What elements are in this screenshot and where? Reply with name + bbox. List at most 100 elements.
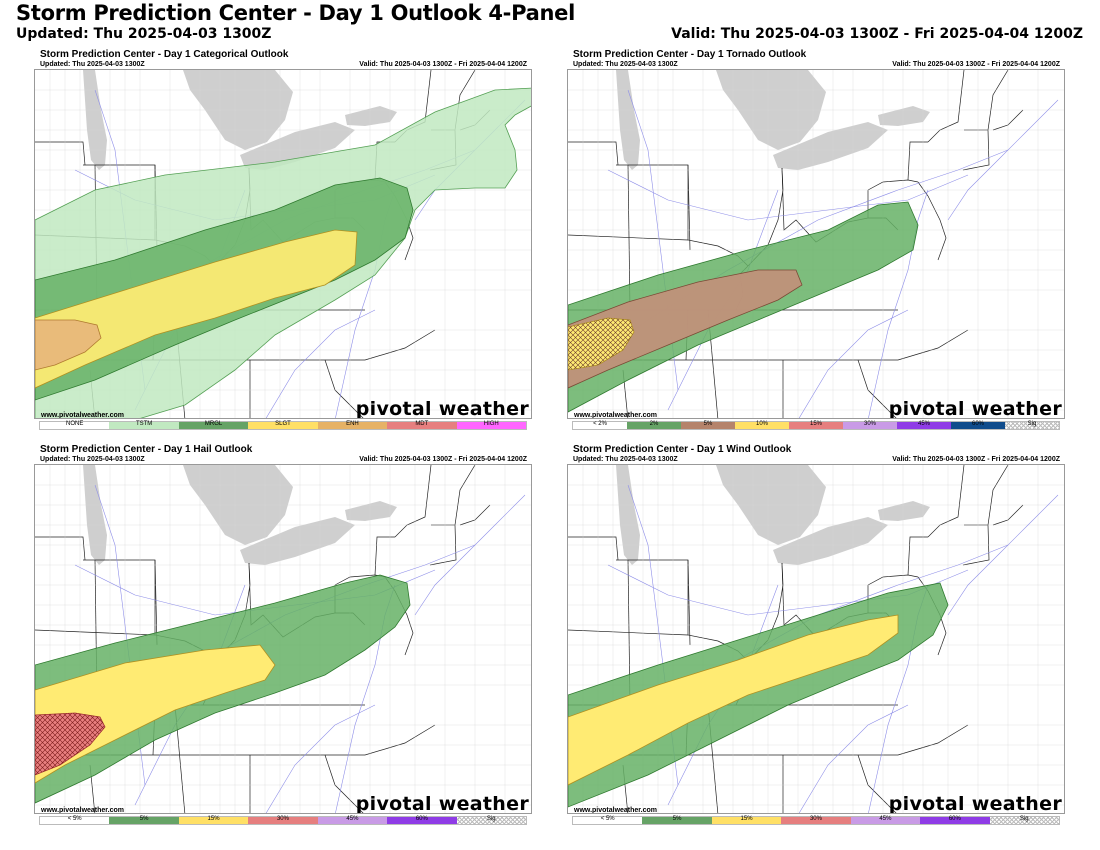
legend-item: 30%	[843, 421, 897, 429]
wind-15pct-area	[568, 614, 899, 786]
legend-label: SLGT	[275, 421, 291, 427]
tornado-panel: Storm Prediction Center - Day 1 Tornado …	[566, 49, 1066, 432]
legend-label: 2%	[649, 421, 659, 427]
legend-item: 2%	[627, 421, 681, 429]
legend-label: ENH	[346, 421, 359, 427]
legend-item: 15%	[711, 816, 782, 824]
legend-label: Sig	[486, 816, 496, 822]
legend-label: 45%	[917, 421, 930, 427]
legend: < 5% 5% 15% 30% 45% 60% Sig	[39, 816, 527, 825]
legend-item: HIGH	[456, 421, 526, 429]
brand-logo: pivotal weather	[888, 793, 1062, 814]
legend-label: < 5%	[67, 816, 82, 822]
legend-item: 60%	[951, 421, 1005, 429]
watermark: www.pivotalweather.com	[41, 412, 124, 419]
page-title: Storm Prediction Center - Day 1 Outlook …	[16, 1, 575, 25]
legend: NONE TSTM MRGL SLGT ENH MDT HIGH	[39, 421, 527, 430]
panel-updated: Updated: Thu 2025-04-03 1300Z	[40, 456, 145, 463]
legend-label: 45%	[346, 816, 359, 822]
legend-label: 45%	[879, 816, 892, 822]
watermark: www.pivotalweather.com	[574, 412, 657, 419]
panel-updated: Updated: Thu 2025-04-03 1300Z	[40, 61, 145, 68]
legend-item: Sig	[1005, 421, 1059, 429]
brand-logo: pivotal weather	[888, 398, 1062, 419]
panel-updated: Updated: Thu 2025-04-03 1300Z	[573, 456, 678, 463]
legend-label: 60%	[971, 421, 984, 427]
legend-label: 5%	[703, 421, 713, 427]
legend-item: 45%	[850, 816, 921, 824]
legend-item: 30%	[248, 816, 318, 824]
categorical-map: www.pivotalweather.com pivotal weather	[34, 69, 532, 419]
legend: < 2% 2% 5% 10% 15% 30% 45% 60% Sig	[572, 421, 1060, 430]
legend-item: SLGT	[248, 421, 318, 429]
updated-time: Updated: Thu 2025-04-03 1300Z	[16, 26, 272, 42]
tornado-map: www.pivotalweather.com pivotal weather	[567, 69, 1065, 419]
legend-label: NONE	[66, 421, 84, 427]
legend-label: 30%	[276, 816, 289, 822]
panel-title: Storm Prediction Center - Day 1 Hail Out…	[40, 444, 253, 455]
legend-item: 15%	[789, 421, 843, 429]
legend-label: 15%	[809, 421, 822, 427]
legend-item: < 5%	[40, 816, 110, 824]
legend-label: 10%	[755, 421, 768, 427]
legend-label: TSTM	[135, 421, 153, 427]
legend-label: 30%	[863, 421, 876, 427]
panel-valid: Valid: Thu 2025-04-03 1300Z - Fri 2025-0…	[892, 61, 1060, 68]
legend-item: < 5%	[573, 816, 643, 824]
hail-sig-area	[35, 713, 105, 775]
legend-label: 60%	[415, 816, 428, 822]
legend-label: HIGH	[483, 421, 499, 427]
panel-title: Storm Prediction Center - Day 1 Tornado …	[573, 49, 807, 60]
legend: < 5% 5% 15% 30% 45% 60% Sig	[572, 816, 1060, 825]
legend-item: 60%	[920, 816, 990, 824]
panel-valid: Valid: Thu 2025-04-03 1300Z - Fri 2025-0…	[359, 456, 527, 463]
legend-item: TSTM	[109, 421, 179, 429]
legend-label: Sig	[1027, 421, 1037, 427]
panel-valid: Valid: Thu 2025-04-03 1300Z - Fri 2025-0…	[359, 61, 527, 68]
panel-valid: Valid: Thu 2025-04-03 1300Z - Fri 2025-0…	[892, 456, 1060, 463]
legend-item: 5%	[109, 816, 179, 824]
legend-item: 45%	[897, 421, 951, 429]
categorical-panel: Storm Prediction Center - Day 1 Categori…	[33, 49, 533, 432]
legend-item: 15%	[178, 816, 249, 824]
legend-label: 15%	[207, 816, 220, 822]
legend-item: Sig	[456, 816, 526, 824]
legend-label: MDT	[415, 421, 429, 427]
legend-item: MDT	[387, 421, 457, 429]
tor-5pct-area	[568, 269, 803, 389]
legend-item: ENH	[317, 421, 388, 429]
brand-logo: pivotal weather	[355, 793, 529, 814]
watermark: www.pivotalweather.com	[41, 807, 124, 814]
legend-label: 60%	[948, 816, 961, 822]
legend-item: 30%	[781, 816, 851, 824]
legend-item: Sig	[989, 816, 1059, 824]
panel-updated: Updated: Thu 2025-04-03 1300Z	[573, 61, 678, 68]
valid-time: Valid: Thu 2025-04-03 1300Z - Fri 2025-0…	[671, 26, 1083, 42]
legend-label: < 5%	[600, 816, 615, 822]
legend-item: NONE	[40, 421, 110, 429]
watermark: www.pivotalweather.com	[574, 807, 657, 814]
wind-panel: Storm Prediction Center - Day 1 Wind Out…	[566, 444, 1066, 827]
slgt-area	[35, 229, 358, 389]
legend-item: 5%	[681, 421, 735, 429]
legend-label: 5%	[139, 816, 149, 822]
tor-sig-area	[568, 318, 634, 370]
legend-item: < 2%	[573, 421, 627, 429]
enh-area	[35, 319, 102, 371]
legend-item: 5%	[642, 816, 712, 824]
legend-item: 60%	[387, 816, 457, 824]
legend-label: 30%	[809, 816, 822, 822]
wind-map: www.pivotalweather.com pivotal weather	[567, 464, 1065, 814]
legend-label: 5%	[672, 816, 682, 822]
legend-label: MRGL	[204, 421, 223, 427]
legend-label: 15%	[740, 816, 753, 822]
hail-map: www.pivotalweather.com pivotal weather	[34, 464, 532, 814]
legend-item: 45%	[317, 816, 388, 824]
legend-item: MRGL	[178, 421, 249, 429]
legend-label: Sig	[1019, 816, 1029, 822]
legend-item: 10%	[735, 421, 789, 429]
hail-15pct-area	[35, 644, 276, 784]
panel-title: Storm Prediction Center - Day 1 Wind Out…	[573, 444, 792, 455]
hail-panel: Storm Prediction Center - Day 1 Hail Out…	[33, 444, 533, 827]
brand-logo: pivotal weather	[355, 398, 529, 419]
